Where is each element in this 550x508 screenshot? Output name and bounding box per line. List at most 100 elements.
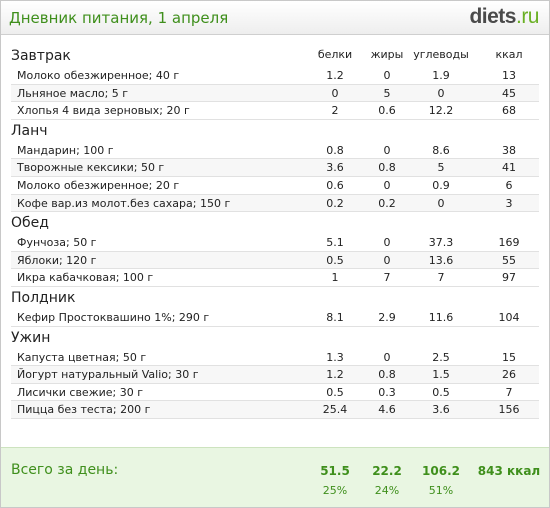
total-carbs: 106.2 <box>422 464 460 478</box>
food-kcal: 68 <box>502 104 516 118</box>
food-name: Хлопья 4 вида зерновых; 20 г <box>17 104 190 118</box>
food-row: Яблоки; 120 г 0.5 0 13.6 55 <box>11 251 539 270</box>
food-row: Икра кабачковая; 100 г 1 7 7 97 <box>11 269 539 287</box>
page-title: Дневник питания, 1 апреля <box>9 9 229 27</box>
total-kcal: 843 ккал <box>477 464 541 478</box>
food-protein: 1.2 <box>326 368 344 382</box>
food-name: Йогурт натуральный Valio; 30 г <box>17 368 199 382</box>
food-carbs: 0 <box>437 196 445 210</box>
food-name: Мандарин; 100 г <box>17 143 114 157</box>
food-kcal: 156 <box>498 403 520 417</box>
food-carbs: 11.6 <box>428 310 454 324</box>
meal-section: Завтрак Молоко обезжиренное; 40 г 1.2 0 1.9 1… <box>1 45 549 120</box>
food-kcal: 6 <box>505 178 513 192</box>
food-protein: 5.1 <box>326 236 344 250</box>
meal-section: Обед Фунчоза; 50 г 5.1 0 37.3 169 Яблоки; 120 … <box>1 212 549 287</box>
food-protein: 2 <box>331 104 339 118</box>
food-row: Мандарин; 100 г 0.8 0 8.6 38 <box>11 142 539 160</box>
food-protein: 1.2 <box>326 69 344 82</box>
food-kcal: 41 <box>502 161 516 175</box>
meal-section: Полдник Кефир Простоквашино 1%; 290 г 8.1 2… <box>1 287 549 327</box>
food-kcal: 169 <box>498 236 520 250</box>
food-fat: 0 <box>383 236 391 250</box>
meals-list: Завтрак Молоко обезжиренное; 40 г 1.2 0 1.9 1… <box>1 48 549 419</box>
food-carbs: 1.9 <box>432 69 450 82</box>
food-carbs: 8.6 <box>432 143 450 157</box>
total-fat: 22.2 <box>372 464 402 478</box>
food-name: Молоко обезжиренное; 20 г <box>17 178 180 192</box>
food-fat: 0 <box>383 69 391 82</box>
food-row: Капуста цветная; 50 г 1.3 0 2.5 15 <box>11 349 539 367</box>
food-kcal: 26 <box>502 368 516 382</box>
food-row: Фунчоза; 50 г 5.1 0 37.3 169 <box>11 234 539 252</box>
food-protein: 1 <box>331 271 339 285</box>
food-fat: 0.3 <box>378 385 396 399</box>
food-name: Капуста цветная; 50 г <box>17 350 147 364</box>
col-kcal: ккал <box>495 48 523 61</box>
food-kcal: 3 <box>505 196 513 210</box>
food-carbs: 7 <box>437 271 445 285</box>
food-fat: 7 <box>383 271 391 285</box>
food-row: Молоко обезжиренное; 20 г 0.6 0 0.9 6 <box>11 177 539 195</box>
food-carbs: 37.3 <box>428 236 454 250</box>
food-carbs: 0 <box>437 86 445 100</box>
food-protein: 3.6 <box>326 161 344 175</box>
food-fat: 0 <box>383 178 391 192</box>
food-kcal: 45 <box>502 86 516 100</box>
food-carbs: 5 <box>437 161 445 175</box>
logo-suffix: .ru <box>515 5 540 28</box>
meal-title: Полдник <box>11 289 76 306</box>
food-kcal: 15 <box>502 350 516 364</box>
food-protein: 0 <box>331 86 339 100</box>
food-name: Лисички свежие; 30 г <box>17 385 144 399</box>
food-kcal: 97 <box>502 271 516 285</box>
carbs-percent: 51% <box>428 484 454 497</box>
food-carbs: 1.5 <box>432 368 450 382</box>
food-name: Фунчоза; 50 г <box>17 236 97 250</box>
fat-percent: 24% <box>374 484 400 497</box>
food-fat: 0.6 <box>378 104 396 118</box>
food-fat: 0 <box>383 253 391 267</box>
food-fat: 0 <box>383 350 391 364</box>
food-fat: 2.9 <box>378 310 396 324</box>
total-label: Всего за день: <box>11 462 119 478</box>
food-row: Лисички свежие; 30 г 0.5 0.3 0.5 7 <box>11 384 539 402</box>
food-name: Льняное масло; 5 г <box>17 86 129 100</box>
food-row: Льняное масло; 5 г 0 5 0 45 <box>11 84 539 103</box>
food-fat: 0 <box>383 143 391 157</box>
food-protein: 8.1 <box>326 310 344 324</box>
food-name: Творожные кексики; 50 г <box>17 161 165 175</box>
food-kcal: 7 <box>505 385 513 399</box>
meal-title: Обед <box>11 215 49 232</box>
food-protein: 0.6 <box>326 178 344 192</box>
meal-title: Ужин <box>11 329 51 346</box>
food-protein: 0.5 <box>326 385 344 399</box>
food-carbs: 3.6 <box>432 403 450 417</box>
food-name: Молоко обезжиренное; 40 г <box>17 69 180 82</box>
col-fat: жиры <box>370 48 404 61</box>
column-headers: белки жиры углеводы ккал <box>1 48 549 64</box>
site-logo[interactable]: diets.ru <box>469 5 539 29</box>
food-protein: 0.2 <box>326 196 344 210</box>
food-row: Молоко обезжиренное; 40 г 1.2 0 1.9 13 <box>11 67 539 85</box>
food-name: Пицца без теста; 200 г <box>17 403 151 417</box>
meal-title: Завтрак <box>11 48 71 64</box>
food-carbs: 0.9 <box>432 178 450 192</box>
food-carbs: 12.2 <box>428 104 454 118</box>
food-protein: 1.3 <box>326 350 344 364</box>
food-row: Хлопья 4 вида зерновых; 20 г 2 0.6 12.2 68 <box>11 102 539 120</box>
food-fat: 0.2 <box>378 196 396 210</box>
food-kcal: 55 <box>502 253 516 267</box>
meal-title: Ланч <box>11 122 48 139</box>
food-row: Кофе вар.из молот.без сахара; 150 г 0.2 0.… <box>11 194 539 213</box>
food-fat: 0.8 <box>378 368 396 382</box>
food-protein: 25.4 <box>322 403 348 417</box>
food-row: Кефир Простоквашино 1%; 290 г 8.1 2.9 11.6 1… <box>11 309 539 327</box>
food-row: Творожные кексики; 50 г 3.6 0.8 5 41 <box>11 159 539 177</box>
meal-section: Ланч Мандарин; 100 г 0.8 0 8.6 38 Творожные ке… <box>1 120 549 213</box>
header-bar: Дневник питания, 1 апреля diets.ru <box>1 1 549 35</box>
food-protein: 0.8 <box>326 143 344 157</box>
food-row: Йогурт натуральный Valio; 30 г 1.2 0.8 1.5 2… <box>11 366 539 384</box>
food-name: Яблоки; 120 г <box>17 253 97 267</box>
meal-section: Ужин Капуста цветная; 50 г 1.3 0 2.5 15 Йогурт… <box>1 327 549 419</box>
